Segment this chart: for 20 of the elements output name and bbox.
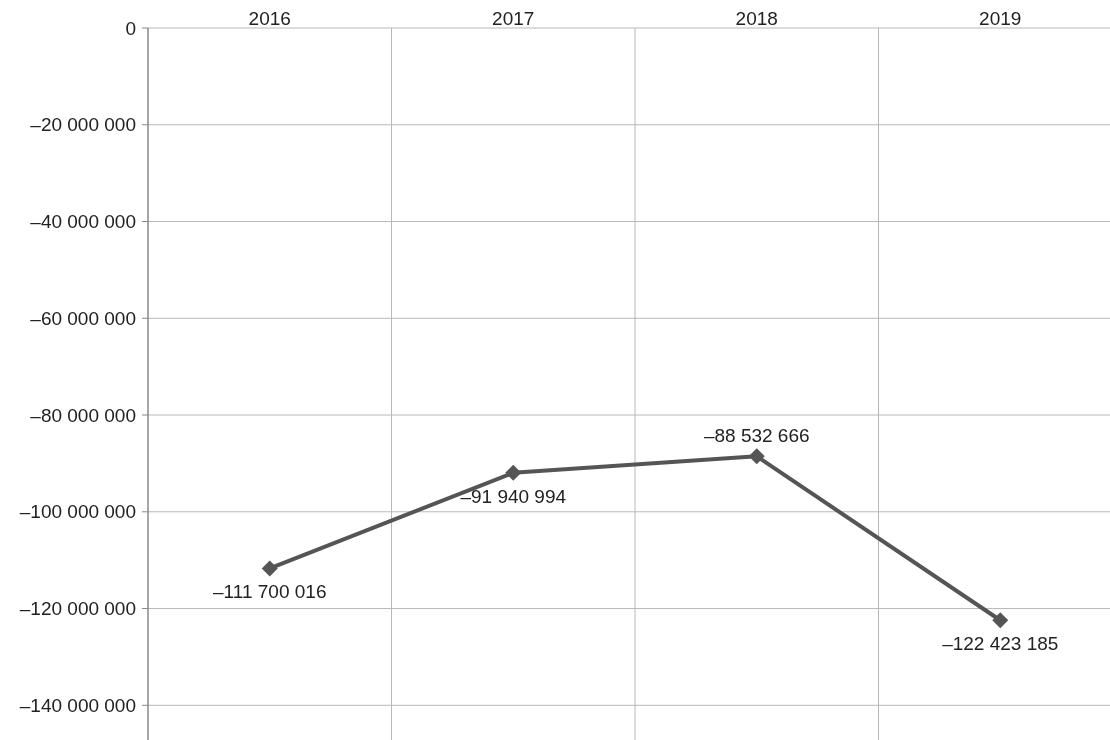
data-label: –122 423 185 bbox=[942, 633, 1059, 655]
point bbox=[261, 560, 278, 577]
y-tick-label: –140 000 000 bbox=[19, 694, 136, 716]
y-tick-label: –60 000 000 bbox=[30, 307, 136, 329]
y-tick-label: –120 000 000 bbox=[19, 598, 136, 620]
point bbox=[748, 448, 765, 465]
x-tick-label: 2017 bbox=[492, 7, 535, 29]
y-tick-label: –100 000 000 bbox=[19, 501, 136, 523]
y-tick-label: –40 000 000 bbox=[30, 211, 136, 233]
x-tick-label: 2016 bbox=[248, 7, 291, 29]
data-label: –88 532 666 bbox=[703, 425, 810, 447]
data-label: –91 940 994 bbox=[460, 485, 567, 507]
x-tick-label: 2018 bbox=[735, 7, 778, 29]
point bbox=[505, 464, 522, 481]
y-tick-label: 0 bbox=[125, 17, 136, 39]
y-tick-label: –80 000 000 bbox=[30, 404, 136, 426]
y-tick-label: –20 000 000 bbox=[30, 114, 136, 136]
x-tick-label: 2019 bbox=[979, 7, 1022, 29]
point bbox=[992, 612, 1009, 629]
data-label: –111 700 016 bbox=[213, 581, 327, 603]
